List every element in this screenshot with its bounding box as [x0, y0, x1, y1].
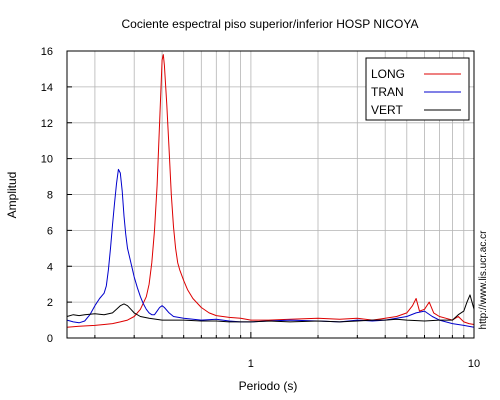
- y-tick-label: 14: [41, 82, 53, 94]
- x-axis-ticks: 1 10: [94, 332, 480, 370]
- y-tick-label: 6: [47, 225, 53, 237]
- y-axis-label: Amplitud: [5, 172, 19, 219]
- series-line-long: [66, 54, 475, 328]
- chart-title: Cociente espectral piso superior/inferio…: [121, 17, 418, 31]
- legend-label-vert: VERT: [371, 103, 403, 117]
- legend-label-tran: TRAN: [371, 85, 404, 99]
- y-tick-label: 16: [41, 46, 53, 58]
- y-tick-label: 0: [47, 333, 53, 345]
- x-tick-label: 1: [248, 358, 254, 370]
- y-tick-label: 10: [41, 154, 53, 166]
- y-tick-label: 4: [47, 261, 53, 273]
- y-tick-label: 8: [47, 190, 53, 202]
- legend-label-long: LONG: [371, 67, 405, 81]
- y-tick-label: 12: [41, 118, 53, 130]
- series-line-vert: [66, 294, 475, 323]
- series-line-tran: [66, 168, 475, 328]
- source-url: http://www.lis.ucr.ac.cr: [478, 230, 489, 330]
- y-axis-ticks: 0 2 4 6 8 10 12 14 16: [41, 46, 72, 345]
- x-tick-label: 10: [468, 358, 480, 370]
- legend: LONG TRAN VERT: [365, 57, 470, 121]
- x-axis-label: Periodo (s): [239, 379, 298, 393]
- series-lines: [66, 54, 475, 328]
- y-tick-label: 2: [47, 297, 53, 309]
- legend-box: [365, 57, 470, 121]
